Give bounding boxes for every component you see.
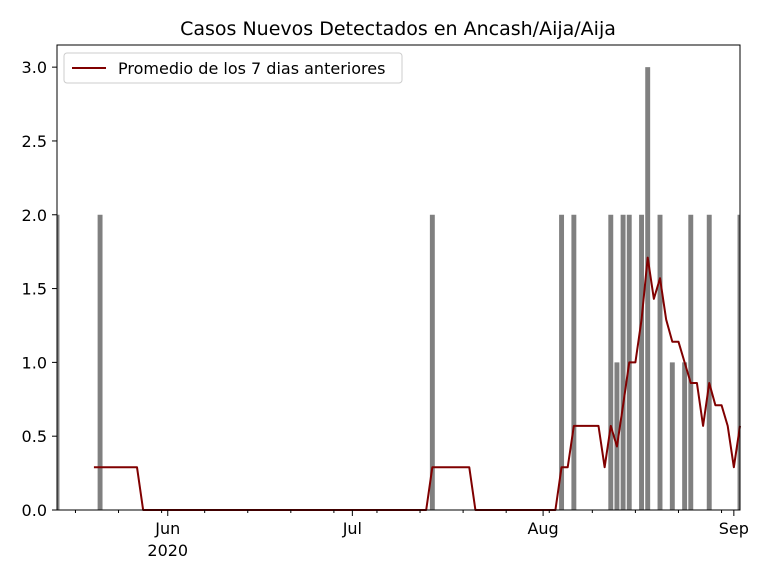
bar [614, 362, 620, 510]
bar [688, 214, 694, 510]
y-axis: 0.0 0.5 1.0 1.5 2.0 2.5 3.0 [22, 58, 57, 520]
y-tick-label: 2.5 [22, 132, 47, 151]
x-axis: Jun 2020 Jul Aug Sep [74, 510, 749, 560]
moving-average-line [93, 256, 741, 511]
y-tick-label: 0.5 [22, 427, 47, 446]
legend: Promedio de los 7 dias anteriores [63, 52, 403, 84]
x-tick-label: Jun [154, 519, 180, 538]
bar [639, 214, 645, 510]
legend-label: Promedio de los 7 dias anteriores [118, 59, 385, 78]
legend-box [63, 52, 403, 84]
bar [682, 362, 688, 510]
bar [706, 214, 712, 510]
x-tick-label: Sep [719, 519, 749, 538]
y-tick-label: 1.0 [22, 353, 47, 372]
y-tick-label: 0.0 [22, 501, 47, 520]
bar-series [57, 67, 740, 511]
bar [571, 214, 577, 510]
bar [608, 214, 614, 510]
bar [657, 214, 663, 510]
bar [97, 214, 103, 510]
plot-frame [56, 44, 741, 511]
x-tick-label: Aug [527, 519, 558, 538]
y-tick-label: 2.0 [22, 206, 47, 225]
chart-title: Casos Nuevos Detectados en Ancash/Aija/A… [180, 18, 616, 40]
bar [429, 214, 435, 510]
bar [559, 214, 565, 510]
y-tick-label: 3.0 [22, 58, 47, 77]
x-tick-sublabel: 2020 [147, 541, 188, 560]
bar [669, 362, 675, 510]
bar [737, 214, 740, 510]
line-series [93, 256, 741, 511]
bar [645, 67, 651, 511]
bar [620, 214, 626, 510]
x-tick-label: Jul [342, 519, 362, 538]
bar [57, 214, 60, 510]
y-tick-label: 1.5 [22, 280, 47, 299]
